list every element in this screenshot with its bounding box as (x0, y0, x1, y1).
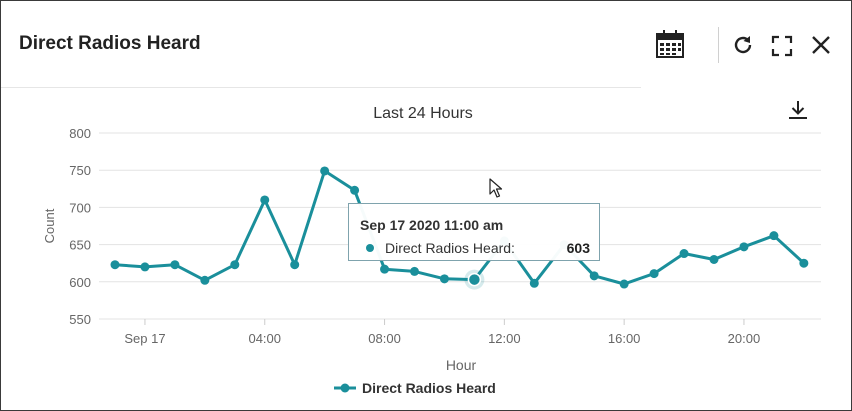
tooltip-value: 603 (566, 240, 590, 256)
data-point[interactable] (230, 260, 240, 270)
panel-header: Direct Radios Heard (1, 1, 851, 119)
y-tick-label: 800 (69, 126, 91, 141)
x-tick-label: Sep 17 (124, 331, 165, 346)
x-tick-label: 08:00 (368, 331, 401, 346)
close-icon[interactable] (811, 35, 831, 55)
y-axis-label: Count (42, 208, 57, 243)
data-point[interactable] (529, 278, 539, 288)
highlighted-data-point[interactable] (467, 272, 482, 287)
tooltip-series-marker (366, 244, 374, 252)
y-tick-labels: 550 600 650 700 750 800 (69, 126, 91, 327)
series-layer (110, 166, 809, 290)
chart-title: Last 24 Hours (373, 105, 473, 122)
data-point[interactable] (140, 262, 150, 272)
panel-title: Direct Radios Heard (19, 33, 201, 54)
header-divider-line (1, 87, 641, 88)
data-point[interactable] (649, 269, 659, 279)
data-point[interactable] (110, 260, 120, 270)
x-tick-label: 20:00 (728, 331, 761, 346)
data-point[interactable] (769, 231, 779, 241)
x-tick-label: 16:00 (608, 331, 641, 346)
cursor-arrow-icon (489, 178, 503, 198)
refresh-icon[interactable] (731, 33, 755, 57)
x-axis-label: Hour (446, 357, 477, 373)
tooltip-time: Sep 17 2020 11:00 am (360, 217, 504, 233)
legend[interactable]: Direct Radios Heard (334, 380, 496, 396)
data-point[interactable] (350, 185, 360, 195)
data-point[interactable] (739, 242, 749, 252)
download-icon[interactable] (787, 99, 809, 121)
expand-icon[interactable] (771, 35, 793, 57)
series-line (114, 169, 805, 286)
legend-marker (340, 383, 350, 393)
calendar-icon[interactable] (655, 29, 685, 59)
tooltip-series-label: Direct Radios Heard: (385, 240, 515, 256)
y-tick-label: 750 (69, 163, 91, 178)
x-tick-label: 04:00 (248, 331, 281, 346)
data-point[interactable] (439, 274, 449, 284)
data-point[interactable] (799, 258, 809, 268)
data-tooltip: Sep 17 2020 11:00 am Direct Radios Heard… (348, 203, 600, 261)
data-point[interactable] (679, 249, 689, 259)
y-tick-label: 600 (69, 275, 91, 290)
data-point[interactable] (260, 195, 270, 205)
data-point[interactable] (320, 166, 330, 176)
data-point[interactable] (290, 260, 300, 270)
y-tick-label: 700 (69, 200, 91, 215)
legend-label: Direct Radios Heard (362, 380, 496, 396)
x-tick-label: 12:00 (488, 331, 521, 346)
x-tick-labels: Sep 17 04:00 08:00 12:00 16:00 20:00 (124, 319, 760, 346)
data-point[interactable] (589, 271, 599, 281)
y-tick-label: 650 (69, 238, 91, 253)
data-point[interactable] (410, 266, 419, 276)
data-point[interactable] (619, 279, 629, 289)
data-point[interactable] (200, 275, 210, 285)
data-point[interactable] (709, 254, 719, 264)
y-tick-label: 550 (69, 312, 91, 327)
data-point[interactable] (170, 260, 180, 270)
data-point[interactable] (380, 264, 390, 274)
header-divider (718, 27, 719, 63)
